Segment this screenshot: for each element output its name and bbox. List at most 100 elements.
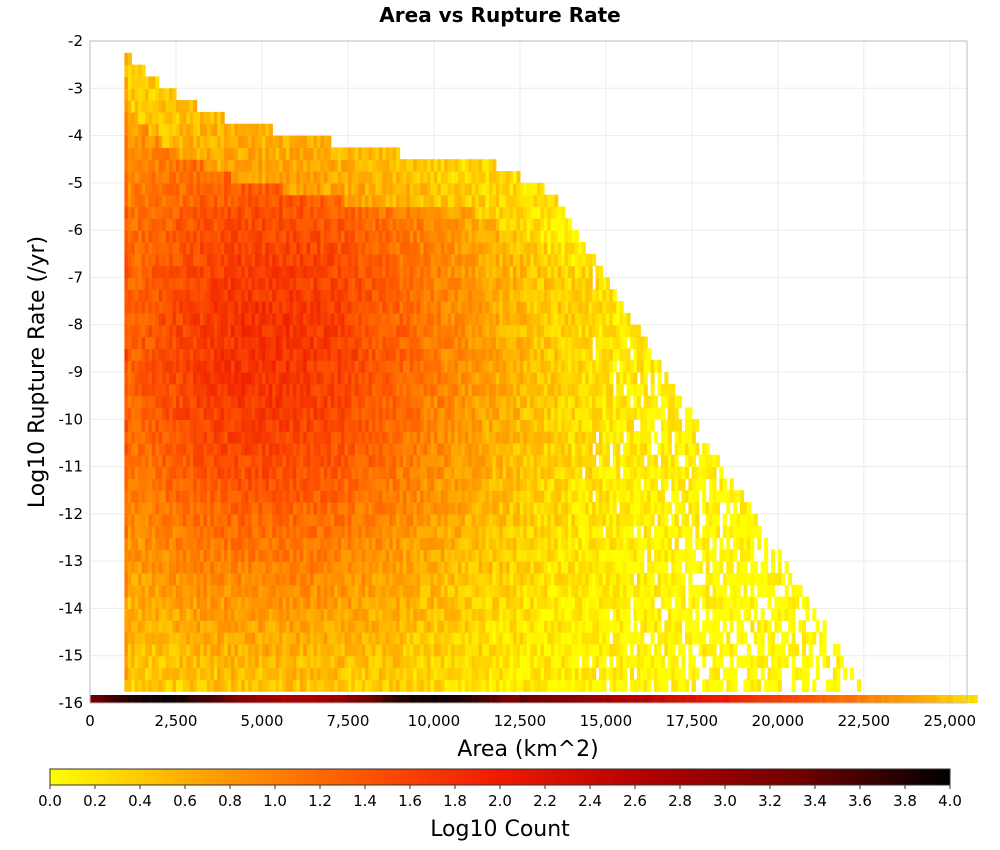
heatmap-cell (385, 277, 390, 290)
heatmap-cell (220, 111, 225, 125)
heatmap-cell (162, 561, 167, 574)
heatmap-cell (203, 348, 208, 361)
heatmap-cell (457, 182, 463, 196)
heatmap-cell (220, 395, 225, 409)
heatmap-cell (396, 383, 401, 397)
heatmap-cell (275, 490, 280, 503)
heatmap-cell (475, 171, 480, 184)
heatmap-cell (124, 608, 129, 621)
heatmap-cell (337, 584, 342, 598)
heatmap-cell (372, 383, 377, 397)
heatmap-cell (234, 490, 239, 503)
heatmap-cell (179, 584, 184, 598)
heatmap-cell (323, 490, 328, 503)
heatmap-cell (289, 360, 294, 373)
heatmap-cell (131, 360, 136, 373)
heatmap-cell (210, 395, 215, 409)
heatmap-cell (323, 478, 328, 491)
heatmap-cell (382, 383, 387, 397)
heatmap-cell (158, 596, 163, 610)
heatmap-cell (389, 383, 394, 397)
heatmap-cell (275, 643, 280, 657)
heatmap-cell (316, 194, 322, 208)
heatmap-cell (337, 537, 342, 550)
heatmap-cell (327, 265, 332, 279)
heatmap-cell (303, 442, 308, 456)
heatmap-cell (189, 549, 194, 562)
heatmap-cell (409, 643, 414, 657)
heatmap-cell (169, 100, 174, 113)
heatmap-cell (179, 395, 184, 409)
heatmap-cell (451, 596, 456, 610)
heatmap-cell (482, 525, 487, 539)
heatmap-cell (478, 277, 483, 290)
heatmap-cell (165, 230, 170, 243)
heatmap-cell (261, 537, 266, 550)
heatmap-cell (413, 442, 418, 456)
heatmap-cell (444, 324, 449, 338)
heatmap-cell (464, 407, 469, 420)
heatmap-cell (124, 312, 129, 326)
heatmap-cell (482, 537, 487, 550)
heatmap-cell (172, 608, 177, 621)
heatmap-cell (427, 478, 432, 491)
heatmap-cell (162, 241, 167, 255)
heatmap-cell (372, 431, 377, 444)
heatmap-cell (468, 265, 473, 279)
heatmap-cell (372, 171, 377, 184)
heatmap-cell (420, 655, 425, 669)
heatmap-cell (131, 572, 136, 586)
heatmap-cell (323, 194, 328, 208)
heatmap-cell (396, 419, 401, 432)
heatmap-cell (461, 253, 466, 267)
heatmap-cell (451, 360, 456, 373)
heatmap-cell (323, 596, 328, 610)
heatmap-cell (148, 159, 153, 172)
heatmap-cell (196, 572, 201, 586)
heatmap-cell (265, 643, 270, 657)
heatmap-cell (413, 513, 418, 527)
heatmap-cell (124, 442, 129, 456)
heatmap-cell (186, 265, 191, 279)
heatmap-cell (145, 667, 150, 680)
heatmap-cell (296, 395, 301, 409)
heatmap-cell (169, 253, 174, 267)
heatmap-cell (213, 596, 218, 610)
heatmap-cell (268, 312, 273, 326)
heatmap-cell (158, 336, 163, 349)
heatmap-cell (127, 348, 132, 361)
heatmap-cell (169, 525, 174, 539)
heatmap-cell (296, 230, 301, 243)
heatmap-cell (292, 336, 297, 349)
heatmap-cell (440, 360, 445, 373)
heatmap-cell (231, 395, 236, 409)
heatmap-cell (279, 312, 284, 326)
heatmap-cell (416, 171, 421, 184)
heatmap-cell (420, 442, 425, 456)
heatmap-cell (196, 324, 201, 338)
heatmap-cell (175, 253, 181, 267)
heatmap-cell (272, 454, 277, 468)
heatmap-cell (200, 123, 205, 137)
heatmap-cell (217, 312, 222, 326)
heatmap-cell (461, 667, 466, 680)
heatmap-cell (220, 383, 225, 397)
heatmap-cell (378, 620, 383, 633)
heatmap-cell (151, 301, 156, 314)
heatmap-cell (440, 218, 445, 231)
heatmap-cell (389, 620, 394, 633)
heatmap-cell (124, 301, 129, 314)
heatmap-cell (437, 301, 442, 314)
heatmap-cell (378, 182, 383, 196)
heatmap-cell (409, 537, 414, 550)
heatmap-cell (179, 502, 184, 515)
heatmap-cell (430, 490, 435, 503)
heatmap-cell (131, 537, 136, 550)
heatmap-cell (258, 596, 263, 610)
heatmap-cell (124, 655, 129, 669)
heatmap-cell (258, 549, 263, 562)
heatmap-cell (330, 312, 335, 326)
heatmap-cell (244, 431, 249, 444)
heatmap-cell (323, 620, 328, 633)
heatmap-cell (454, 301, 459, 314)
